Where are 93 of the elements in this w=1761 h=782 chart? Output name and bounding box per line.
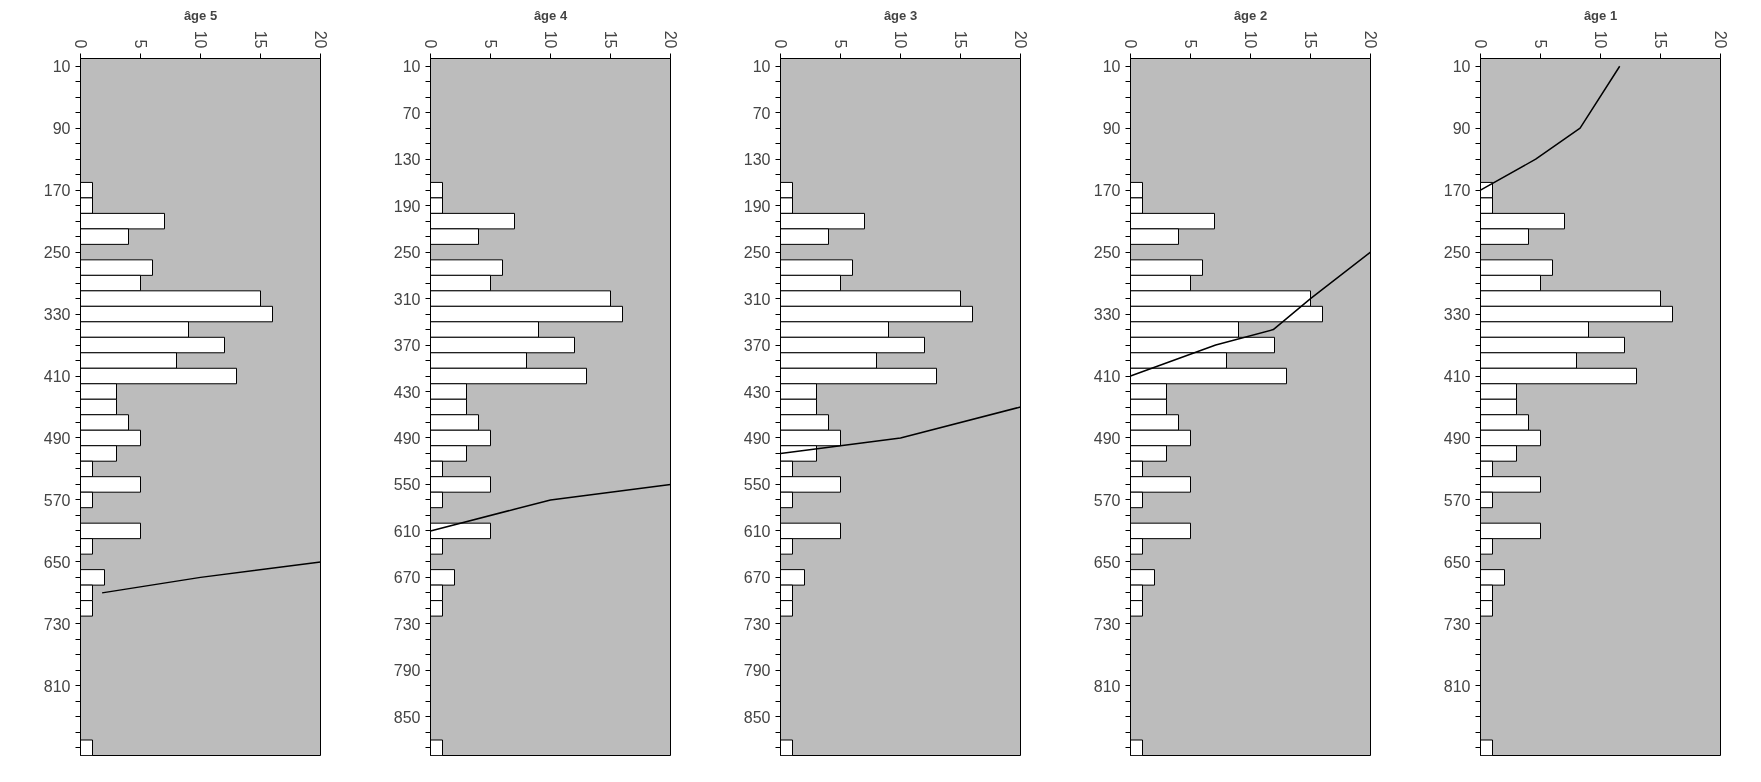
y-tick-label: 370 [393,337,421,355]
y-tick-label: 490 [743,429,771,447]
y-tick-label: 730 [1443,615,1471,633]
y-tick-label: 310 [743,290,771,308]
y-tick-label: 730 [393,615,421,633]
y-tick-label: 70 [402,104,421,122]
y-tick-label: 570 [1093,491,1121,509]
chart-title: âge 5 [183,7,218,23]
y-tick-label: 610 [743,522,771,540]
x-tick-label: 20 [1011,30,1029,49]
x-tick-label: 0 [421,39,439,49]
y-tick-label: 90 [1102,120,1121,138]
y-tick-label: 430 [743,383,771,401]
y-tick-label: 850 [743,708,771,726]
y-tick-label: 790 [393,662,421,680]
x-tick-label: 20 [1711,30,1729,49]
y-tick-label: 70 [752,104,771,122]
y-tick-label: 490 [393,429,421,447]
x-tick-label: 5 [1531,39,1549,49]
y-tick-label: 810 [1443,677,1471,695]
y-tick-label: 730 [1093,615,1121,633]
x-tick-label: 0 [71,39,89,49]
y-tick-label: 490 [1443,429,1471,447]
y-tick-label: 650 [43,553,71,571]
y-tick-label: 10 [1452,58,1471,76]
y-tick-label: 490 [1093,429,1121,447]
y-tick-label: 90 [52,120,71,138]
y-tick-label: 250 [1443,244,1471,262]
chart-title: âge 4 [533,7,568,23]
y-tick-label: 810 [43,677,71,695]
y-tick-label: 610 [393,522,421,540]
x-tick-label: 0 [1471,39,1489,49]
y-tick-label: 250 [1093,244,1121,262]
x-tick-label: 15 [1301,30,1319,49]
x-tick-label: 15 [1651,30,1669,49]
y-tick-label: 570 [43,491,71,509]
y-tick-label: 430 [393,383,421,401]
y-tick-label: 850 [393,708,421,726]
y-tick-label: 790 [743,662,771,680]
y-tick-label: 670 [743,569,771,587]
y-tick-label: 550 [743,476,771,494]
x-tick-label: 20 [661,30,679,49]
y-tick-label: 90 [1452,120,1471,138]
x-tick-label: 10 [1241,30,1259,49]
y-tick-label: 810 [1093,677,1121,695]
y-tick-label: 330 [43,306,71,324]
chart-title: âge 2 [1233,7,1268,23]
y-tick-label: 10 [1102,58,1121,76]
x-tick-label: 15 [251,30,269,49]
y-tick-label: 310 [393,290,421,308]
y-tick-label: 10 [52,58,71,76]
x-tick-label: 10 [541,30,559,49]
y-tick-label: 570 [1443,491,1471,509]
x-tick-label: 20 [311,30,329,49]
y-tick-label: 410 [1093,368,1121,386]
y-tick-label: 130 [743,151,771,169]
y-tick-label: 170 [43,182,71,200]
x-tick-label: 20 [1361,30,1379,49]
y-tick-label: 170 [1093,182,1121,200]
y-tick-label: 410 [1443,368,1471,386]
y-tick-label: 730 [43,615,71,633]
y-tick-label: 10 [402,58,421,76]
y-tick-label: 170 [1443,182,1471,200]
y-tick-label: 670 [393,569,421,587]
y-tick-label: 370 [743,337,771,355]
y-tick-label: 10 [752,58,771,76]
x-tick-label: 15 [951,30,969,49]
chart-title: âge 3 [883,7,918,23]
x-tick-label: 10 [1591,30,1609,49]
y-tick-label: 490 [43,429,71,447]
y-tick-label: 330 [1093,306,1121,324]
x-tick-label: 0 [771,39,789,49]
y-tick-label: 250 [743,244,771,262]
y-tick-label: 130 [393,151,421,169]
y-tick-label: 330 [1443,306,1471,324]
x-tick-label: 5 [131,39,149,49]
y-tick-label: 650 [1093,553,1121,571]
x-tick-label: 0 [1121,39,1139,49]
chart-title: âge 1 [1583,7,1618,23]
y-tick-label: 650 [1443,553,1471,571]
x-tick-label: 15 [601,30,619,49]
y-tick-label: 190 [393,197,421,215]
x-tick-label: 5 [1181,39,1199,49]
x-tick-label: 10 [891,30,909,49]
y-tick-label: 550 [393,476,421,494]
x-tick-label: 5 [831,39,849,49]
y-tick-label: 730 [743,615,771,633]
y-tick-label: 190 [743,197,771,215]
x-tick-label: 10 [191,30,209,49]
y-tick-label: 250 [393,244,421,262]
x-tick-label: 5 [481,39,499,49]
y-tick-label: 410 [43,368,71,386]
y-tick-label: 250 [43,244,71,262]
